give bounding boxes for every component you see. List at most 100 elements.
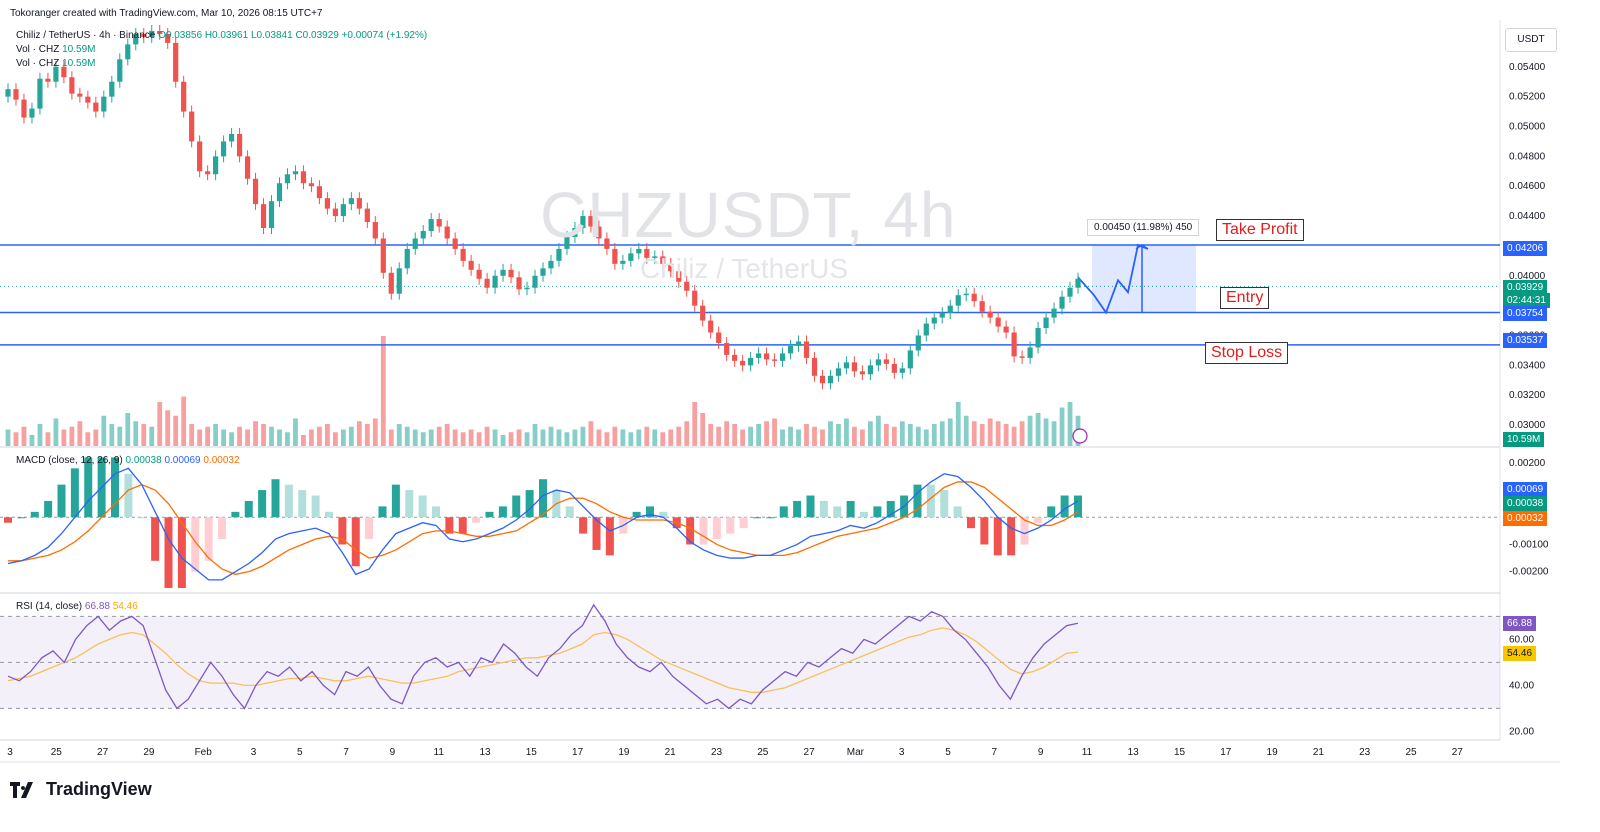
macd-histogram-bar — [458, 517, 467, 534]
currency-unit-button[interactable]: USDT — [1505, 28, 1557, 52]
candle-body — [173, 42, 179, 82]
legend-vol-2[interactable]: Vol · CHZ 10.59M — [16, 58, 95, 69]
macd-axis-tick: -0.00200 — [1509, 567, 1549, 578]
volume-bar — [756, 424, 761, 446]
take-profit-label[interactable]: Take Profit — [1216, 219, 1304, 241]
volume-bar — [524, 432, 530, 446]
volume-bar — [1051, 421, 1057, 446]
rsi-ma-line — [7, 627, 1079, 693]
candle-body — [875, 359, 881, 366]
volume-bar — [69, 426, 75, 446]
macd-histogram-bar — [1047, 506, 1056, 518]
candle-body — [947, 305, 953, 314]
legend-rsi[interactable]: RSI (14, close) 66.88 54.46 — [16, 601, 138, 612]
candle-body — [907, 350, 913, 369]
candle-body — [859, 371, 866, 375]
entry-label[interactable]: Entry — [1220, 287, 1270, 309]
macd-histogram-bar — [1020, 517, 1029, 545]
candle-body — [189, 111, 195, 142]
volume-bar — [309, 429, 314, 446]
volume-bar — [987, 418, 993, 446]
candle-body — [923, 323, 929, 336]
rsi-line — [7, 603, 1079, 710]
macd-histogram-bar — [124, 473, 133, 518]
volume-bar — [684, 421, 690, 446]
time-axis-tick: 25 — [757, 747, 769, 758]
macd-histogram-bar — [418, 495, 427, 518]
time-axis-tick: 9 — [390, 747, 396, 758]
stop-loss-label[interactable]: Stop Loss — [1205, 342, 1289, 364]
macd-histogram-bar — [325, 511, 333, 518]
volume-bar — [237, 426, 242, 446]
time-axis-tick: 7 — [992, 747, 998, 758]
volume-bar — [396, 424, 402, 446]
macd-histogram-bar — [833, 506, 842, 518]
macd-histogram-bar — [886, 500, 895, 518]
legend-macd[interactable]: MACD (close, 12, 26, 9) 0.00038 0.00069 … — [16, 455, 240, 466]
candle-body — [508, 269, 514, 278]
time-axis-tick: 19 — [1267, 747, 1279, 758]
time-axis-tick: 23 — [711, 747, 723, 758]
price-tag-stop-loss: 0.03537 — [1503, 333, 1548, 348]
macd-signal-line — [8, 481, 1079, 576]
volume-bar — [836, 424, 841, 446]
macd-histogram-bar — [512, 495, 521, 518]
candle-body — [915, 335, 921, 351]
alert-badge-icon — [1072, 428, 1088, 444]
legend-rsi-label: RSI (14, close) — [16, 601, 83, 612]
macd-histogram-bar — [565, 506, 574, 518]
candle-body — [165, 33, 171, 43]
volume-bar — [604, 432, 610, 446]
volume-bar — [261, 424, 266, 446]
volume-bar — [516, 429, 522, 446]
volume-bar — [117, 426, 123, 446]
volume-bar — [5, 429, 11, 446]
volume-bar — [189, 424, 195, 446]
candle-body — [684, 281, 690, 291]
time-axis-tick: 19 — [618, 747, 630, 758]
candle-body — [133, 33, 139, 45]
time-axis-tick: 29 — [143, 747, 155, 758]
time-axis-tick: 3 — [899, 747, 905, 758]
macd-histogram-bar — [525, 490, 534, 518]
volume-tag: 10.59M — [1503, 432, 1545, 447]
tradingview-logo[interactable]: TradingView — [10, 779, 152, 800]
volume-bar — [61, 429, 67, 446]
volume-bar — [325, 424, 330, 446]
candle-body — [1043, 317, 1049, 329]
volume-bar — [891, 426, 897, 446]
candle-body — [939, 313, 945, 318]
macd-histogram-bar — [284, 484, 293, 518]
volume-bar — [93, 429, 99, 446]
macd-tag-signal: 0.00032 — [1503, 511, 1548, 526]
candle-body — [244, 156, 251, 179]
legend-main[interactable]: Chiliz / TetherUS · 4h · Binance O0.0385… — [16, 30, 427, 41]
volume-bar — [963, 415, 969, 446]
rsi-tag-value: 66.88 — [1503, 616, 1537, 631]
time-axis-tick: 5 — [945, 747, 951, 758]
candle-body — [692, 290, 698, 306]
time-axis-tick: 7 — [343, 747, 349, 758]
candle-body — [700, 305, 706, 321]
volume-bar — [181, 396, 187, 446]
candle-body — [268, 201, 275, 229]
candle-body — [604, 238, 610, 249]
candle-body — [484, 278, 490, 288]
legend-ohlc: O0.03856 H0.03961 L0.03841 C0.03929 +0.0… — [158, 30, 428, 41]
volume-bar — [301, 435, 306, 446]
time-axis-tick: Feb — [195, 747, 213, 758]
candle-body — [404, 248, 410, 269]
time-axis-tick: 9 — [1038, 747, 1044, 758]
candle-body — [436, 219, 442, 227]
volume-bar — [364, 424, 370, 446]
macd-histogram-bar — [926, 484, 935, 518]
volume-bar — [332, 432, 338, 446]
volume-bar — [955, 402, 961, 446]
legend-vol-1[interactable]: Vol · CHZ 10.59M — [16, 44, 95, 55]
candle-body — [740, 360, 746, 366]
candle-body — [708, 320, 714, 333]
macd-histogram-bar — [940, 490, 949, 518]
macd-histogram-bar — [860, 511, 868, 518]
candle-body — [45, 78, 51, 82]
